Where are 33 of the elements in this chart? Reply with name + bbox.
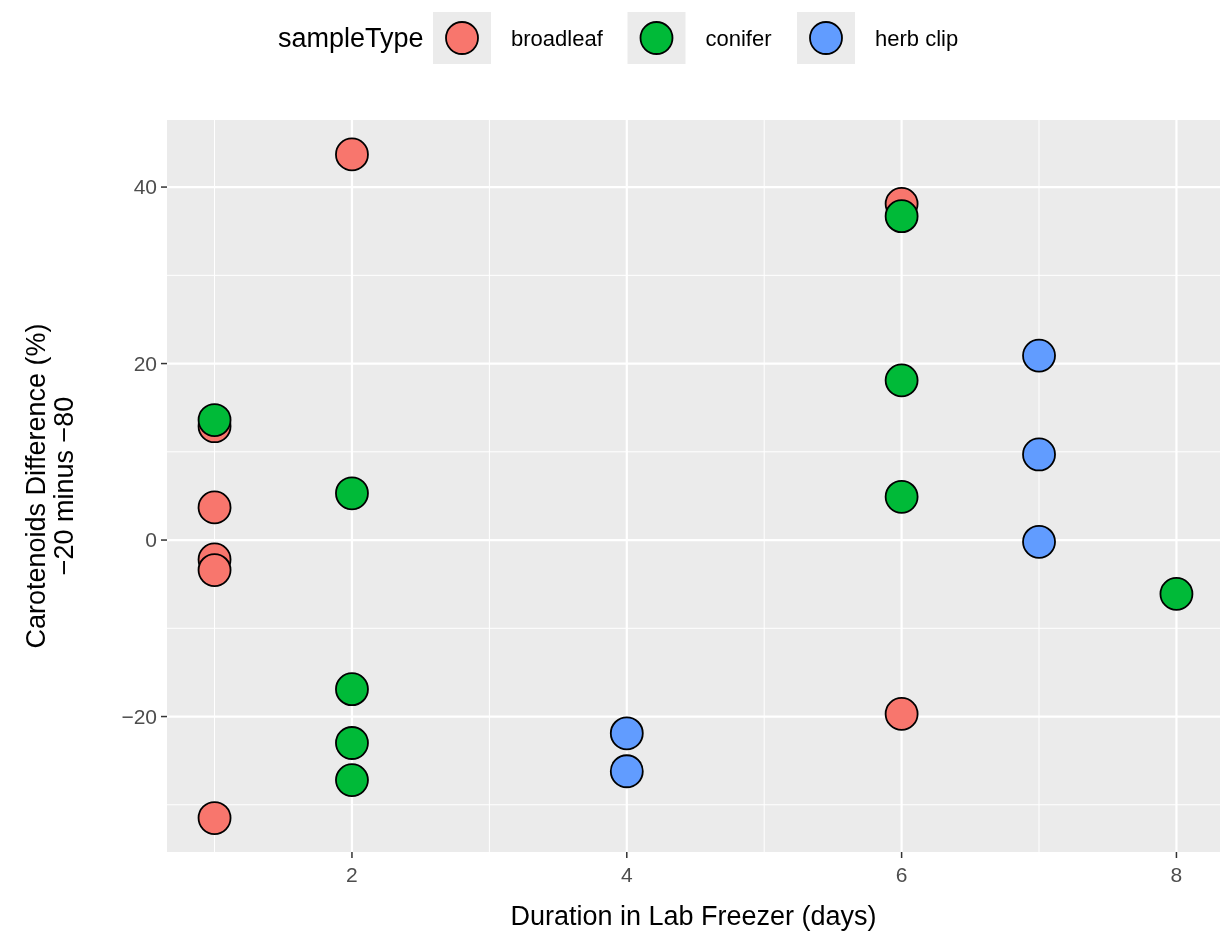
- y-tick-label: 20: [133, 351, 157, 375]
- point: [335, 763, 369, 797]
- point: [1022, 437, 1056, 472]
- point: [335, 672, 369, 707]
- point: [335, 476, 369, 511]
- point: [335, 726, 369, 760]
- point: [609, 754, 644, 789]
- y-tick-label: 0: [145, 528, 157, 552]
- x-tick-label: 4: [620, 863, 633, 886]
- point: [335, 137, 369, 172]
- point: [884, 199, 919, 234]
- point: [197, 553, 232, 587]
- point: [197, 801, 232, 835]
- point: [197, 403, 232, 437]
- point: [1159, 576, 1194, 611]
- x-tick-label: 6: [895, 863, 908, 886]
- legend-label: broadleaf: [511, 26, 604, 51]
- point: [884, 479, 919, 514]
- point: [884, 697, 919, 731]
- x-tick-label: 2: [346, 863, 358, 886]
- point: [1022, 524, 1056, 559]
- x-tick-label: 8: [1170, 863, 1183, 886]
- point: [1022, 338, 1056, 373]
- y-axis-title: Carotenoids Difference (%) −20 minus −80: [21, 323, 79, 649]
- point: [609, 716, 644, 751]
- point: [884, 363, 919, 398]
- legend-label: conifer: [705, 26, 772, 51]
- x-axis-title: Duration in Lab Freezer (days): [510, 901, 877, 931]
- y-tick-label: 40: [133, 175, 157, 199]
- y-tick-label: −20: [121, 704, 157, 728]
- legend-label: herb clip: [875, 26, 959, 51]
- legend-title: sampleType: [278, 23, 424, 53]
- point: [197, 490, 232, 525]
